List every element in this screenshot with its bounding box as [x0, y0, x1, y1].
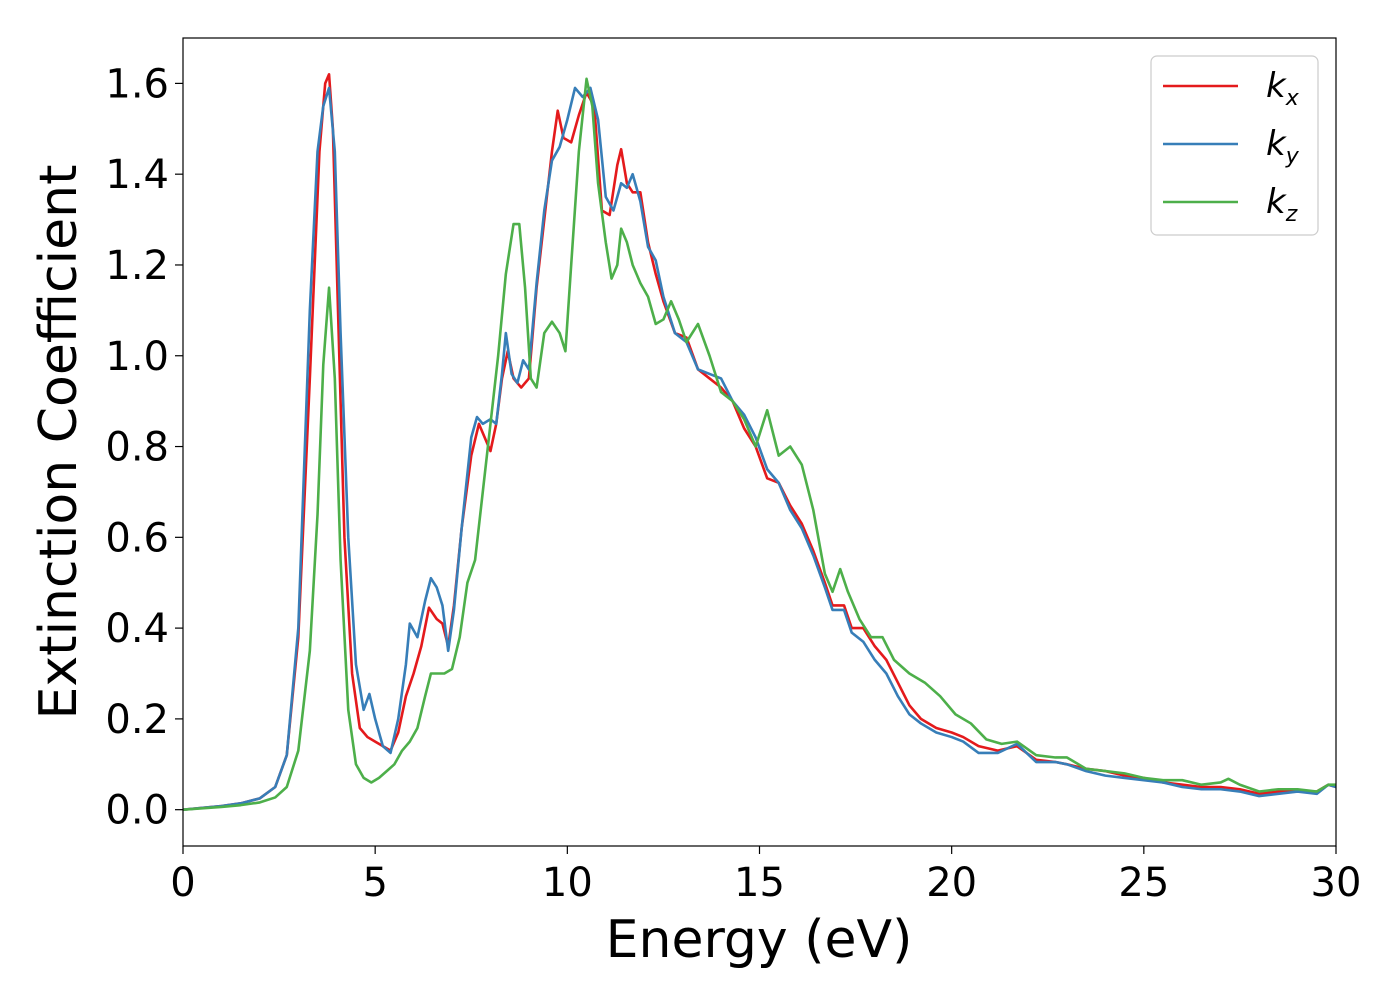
ticks-layer: 0 5 10 15 20 25 30 0.0 0.2 0.4 0.6 0.8 1.0 1.2 1.4 1.6: [105, 61, 1361, 906]
y-tick-label: 0.2: [105, 697, 169, 743]
x-tick-label: 30: [1311, 860, 1362, 906]
x-axis-title: Energy (eV): [606, 910, 913, 970]
y-tick-label: 0.0: [105, 788, 169, 834]
y-tick-label: 1.2: [105, 243, 169, 289]
series-layer: [183, 73, 1336, 811]
series-line-kz: [183, 77, 1336, 811]
legend-box: [1150, 55, 1319, 236]
legend-label-ky: ky: [1266, 124, 1300, 169]
x-tick-label: 10: [542, 860, 593, 906]
legend-label-kx: kx: [1266, 66, 1300, 111]
y-tick-label: 1.6: [105, 61, 169, 107]
y-tick-label: 0.4: [105, 606, 169, 652]
legend-label-kz: kz: [1266, 182, 1298, 227]
series-line-ky: [183, 86, 1336, 811]
x-tick-label: 5: [362, 860, 387, 906]
y-axis-title: Extinction Coefficient: [29, 165, 89, 720]
x-tick-label: 0: [170, 860, 195, 906]
x-tick-label: 15: [734, 860, 785, 906]
legend: kx ky kz: [1150, 55, 1319, 236]
y-tick-label: 1.4: [105, 152, 169, 198]
x-tick-label: 25: [1118, 860, 1169, 906]
x-tick-label: 20: [926, 860, 977, 906]
y-tick-label: 0.8: [105, 425, 169, 471]
y-tick-label: 1.0: [105, 334, 169, 380]
y-tick-label: 0.6: [105, 515, 169, 561]
